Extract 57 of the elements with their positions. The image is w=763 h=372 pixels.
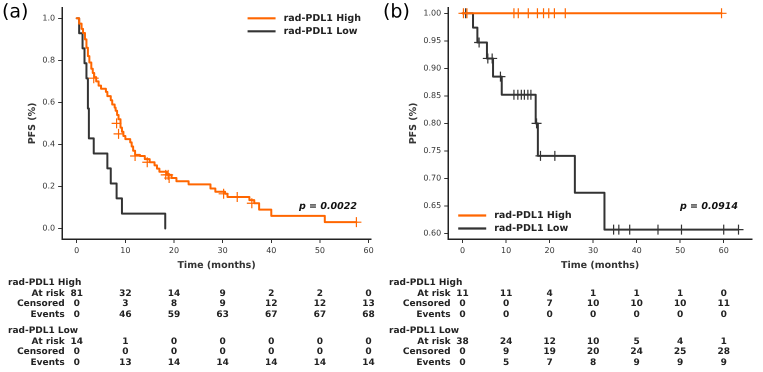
y-tick-label: 0.95 (423, 36, 442, 45)
x-tick-label: 40 (266, 246, 276, 255)
x-axis-title: Time (months) (560, 260, 640, 271)
y-tick-label: 0.85 (423, 90, 442, 100)
x-tick-label: 30 (218, 246, 228, 255)
text: Events 0 5 7 8 9 9 9 (416, 358, 727, 368)
text: At risk 14 1 0 0 0 0 0 (31, 336, 372, 346)
x-tick-label: 30 (588, 246, 598, 255)
text: Censored 0 3 8 9 12 12 13 (17, 299, 375, 309)
text: At risk 38 24 12 10 5 4 1 (417, 336, 727, 346)
x-tick-label: 60 (718, 246, 729, 255)
annotation: p = 0.0914 (678, 201, 738, 212)
text: Censored 0 0 0 0 0 0 0 (17, 347, 372, 357)
text: Events 0 13 14 14 14 14 14 (30, 358, 375, 368)
y-tick-label: 0.4 (42, 139, 56, 148)
x-tick-label: 20 (168, 246, 180, 255)
x-tick-label: 20 (544, 246, 555, 255)
x-axis-title: Time (months) (177, 260, 256, 271)
x-tick-label: 60 (363, 246, 374, 255)
y-tick-label: 0.60 (423, 228, 442, 238)
y-tick-label: 0.90 (423, 63, 442, 72)
y-tick-label: 0.70 (423, 174, 442, 183)
x-tick-label: 10 (501, 246, 512, 255)
y-tick-label: 1.0 (42, 13, 56, 22)
x-tick-label: 40 (632, 246, 642, 255)
annotation: p = 0.0022 (298, 201, 358, 212)
x-tick-label: 0 (460, 246, 466, 255)
x-tick-label: 0 (74, 246, 80, 255)
text: Events 0 46 59 63 67 67 68 (30, 310, 375, 320)
y-tick-label: 0.65 (423, 201, 442, 210)
x-tick-label: 50 (314, 246, 326, 255)
text: rad-PDL1 High (389, 278, 462, 288)
chart-title: (b) (383, 0, 410, 22)
y-tick-label: 0.2 (42, 182, 56, 191)
text: rad-PDL1 High (8, 278, 82, 288)
text: rad-PDL1 Low (389, 326, 460, 336)
legend-label: rad-PDL1 High (494, 210, 572, 221)
y-tick-label: 0.0 (42, 224, 56, 233)
x-tick-label: 50 (675, 246, 686, 255)
y-tick-label: 0.6 (42, 97, 56, 106)
y-tick-label: 0.80 (423, 118, 442, 128)
x-tick-label: 10 (120, 246, 130, 255)
text: At risk 81 32 14 9 2 2 0 (31, 288, 372, 298)
y-tick-label: 0.8 (42, 55, 56, 64)
text: rad-PDL1 Low (8, 326, 78, 336)
text: At risk 11 11 4 1 1 1 0 (417, 288, 727, 298)
chart-title: (a) (2, 0, 28, 22)
y-axis-title: PFS (%) (27, 102, 38, 144)
legend-label: rad-PDL1 Low (494, 222, 568, 234)
legend-label: rad-PDL1 High (284, 12, 362, 24)
text: Events 0 0 0 0 0 0 0 (416, 310, 727, 320)
legend-label: rad-PDL1 Low (284, 26, 358, 37)
y-tick-label: 0.75 (423, 146, 442, 155)
text: Censored 0 9 19 20 24 25 28 (402, 347, 730, 357)
y-tick-label: 1.00 (423, 8, 442, 18)
y-axis-title: PFS (%) (408, 102, 420, 144)
text: Censored 0 0 7 10 10 10 11 (402, 299, 730, 309)
